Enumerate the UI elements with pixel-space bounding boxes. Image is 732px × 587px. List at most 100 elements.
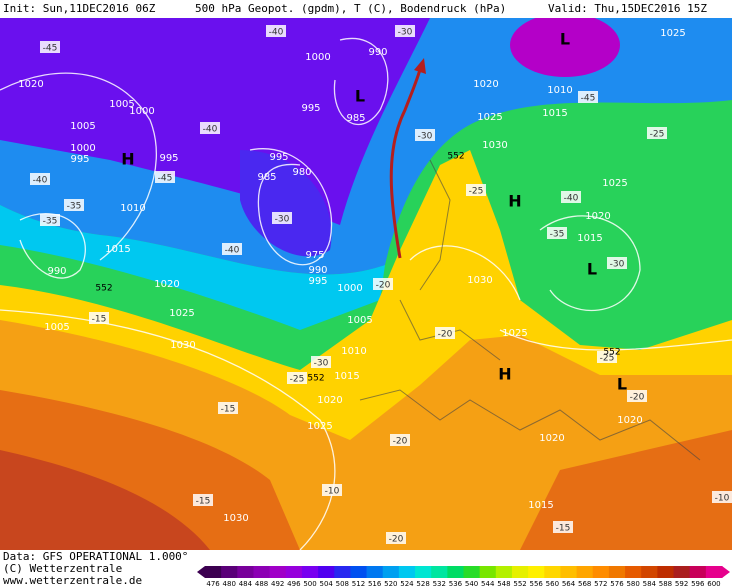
pressure-label: 1025	[169, 308, 194, 319]
colorbar-swatch	[689, 566, 707, 578]
colorbar-label: 528	[416, 580, 429, 587]
colorbar-swatch	[366, 566, 384, 578]
pressure-label: 1010	[341, 346, 366, 357]
pressure-center: L	[560, 30, 570, 49]
colorbar-swatch	[253, 566, 271, 578]
temperature-label: -15	[556, 524, 571, 534]
pressure-center: L	[617, 375, 627, 394]
pressure-label: 1005	[347, 315, 372, 326]
pressure-label: 1000	[337, 283, 362, 294]
pressure-label: 990	[308, 265, 327, 276]
colorbar-label: 568	[578, 580, 591, 587]
cool-region	[0, 205, 385, 330]
pressure-label: 1025	[477, 112, 502, 123]
temperature-label: -40	[225, 246, 240, 256]
colorbar-label: 516	[368, 580, 382, 587]
colorbar-swatch	[592, 566, 610, 578]
colorbar-label: 488	[255, 580, 268, 587]
colorbar-right-arrow	[722, 566, 730, 578]
pressure-label: 995	[159, 153, 178, 164]
temperature-label: -20	[630, 393, 645, 403]
temperature-label: -25	[600, 354, 615, 364]
colorbar-swatch	[447, 566, 464, 578]
colorbar-swatch	[415, 566, 432, 578]
pressure-label: 995	[70, 154, 89, 165]
temperature-box	[547, 227, 567, 239]
hot-region	[0, 390, 732, 550]
colorbar-swatch	[625, 566, 642, 578]
pressure-label: 1000	[129, 106, 154, 117]
pressure-label: 1025	[502, 328, 527, 339]
temperature-label: -30	[398, 28, 413, 38]
temperature-label: -30	[418, 132, 433, 142]
colorbar-label: 564	[562, 580, 576, 587]
temperature-label: -15	[92, 315, 107, 325]
temperature-box	[266, 25, 286, 37]
temperature-label: -20	[376, 281, 391, 291]
temperature-label: -20	[393, 437, 408, 447]
colorbar-swatch	[431, 566, 448, 578]
pressure-label: 985	[257, 172, 276, 183]
pressure-label: 1025	[660, 28, 685, 39]
temperature-box	[466, 184, 486, 196]
pressure-label: 990	[47, 266, 66, 277]
temperature-box	[155, 171, 175, 183]
temperature-box	[89, 312, 109, 324]
colorbar-swatch	[285, 566, 303, 578]
temperature-box	[193, 494, 213, 506]
colorbar-label: 576	[610, 580, 624, 587]
temperature-box	[597, 351, 617, 363]
colorbar-swatch	[641, 566, 658, 578]
temperature-box	[373, 278, 393, 290]
temperature-box	[386, 532, 406, 544]
map	[0, 18, 732, 550]
colorbar-label: 544	[481, 580, 495, 587]
colorbar-label: 572	[594, 580, 607, 587]
temperature-label: -10	[715, 494, 730, 504]
colorbar-label: 532	[433, 580, 446, 587]
pressure-center: L	[587, 260, 597, 279]
temperature-box	[578, 91, 598, 103]
colorbar-swatch	[398, 566, 416, 578]
colorbar-label: 548	[497, 580, 510, 587]
pressure-label: 985	[346, 113, 365, 124]
colorbar-swatch	[673, 566, 691, 578]
temperature-label: -25	[290, 375, 305, 385]
colorbar-label: 500	[303, 580, 316, 587]
temperature-label: -45	[581, 94, 596, 104]
temperature-box	[435, 327, 455, 339]
colorbar-label: 596	[691, 580, 705, 587]
pressure-center: H	[508, 192, 521, 211]
pressure-label: 1025	[307, 421, 332, 432]
colorbar-label: 600	[707, 580, 720, 587]
colorbar-swatch	[334, 566, 351, 578]
colorbar-label: 512	[352, 580, 365, 587]
pressure-label: 1005	[44, 322, 69, 333]
pressure-label: 1005	[70, 121, 95, 132]
pressure-label: 980	[292, 167, 311, 178]
pressure-label: 1000	[70, 143, 95, 154]
colorbar-label: 484	[239, 580, 253, 587]
temperature-label: -40	[564, 194, 579, 204]
colorbar-swatch	[560, 566, 578, 578]
colorbar-label: 508	[336, 580, 349, 587]
colorbar-swatch	[382, 566, 400, 578]
colorbar-swatch	[657, 566, 675, 578]
colorbar-swatch	[479, 566, 497, 578]
temperature-box	[390, 434, 410, 446]
temperature-label: -20	[389, 535, 404, 545]
temperature-label: -35	[550, 230, 565, 240]
pressure-center: L	[355, 87, 365, 106]
colorbar-swatch	[463, 566, 481, 578]
temperature-box	[607, 257, 627, 269]
colorbar-label: 496	[287, 580, 301, 587]
temperature-box	[712, 491, 732, 503]
colorbar-swatch	[269, 566, 287, 578]
colorbar-swatch	[705, 566, 723, 578]
pressure-label: 1025	[602, 178, 627, 189]
init-time: Init: Sun,11DEC2016 06Z	[3, 2, 156, 15]
temperature-label: -25	[469, 187, 484, 197]
temperature-box	[627, 390, 647, 402]
temperature-label: -45	[43, 44, 58, 54]
copyright: (C) Wetterzentrale	[3, 562, 122, 575]
